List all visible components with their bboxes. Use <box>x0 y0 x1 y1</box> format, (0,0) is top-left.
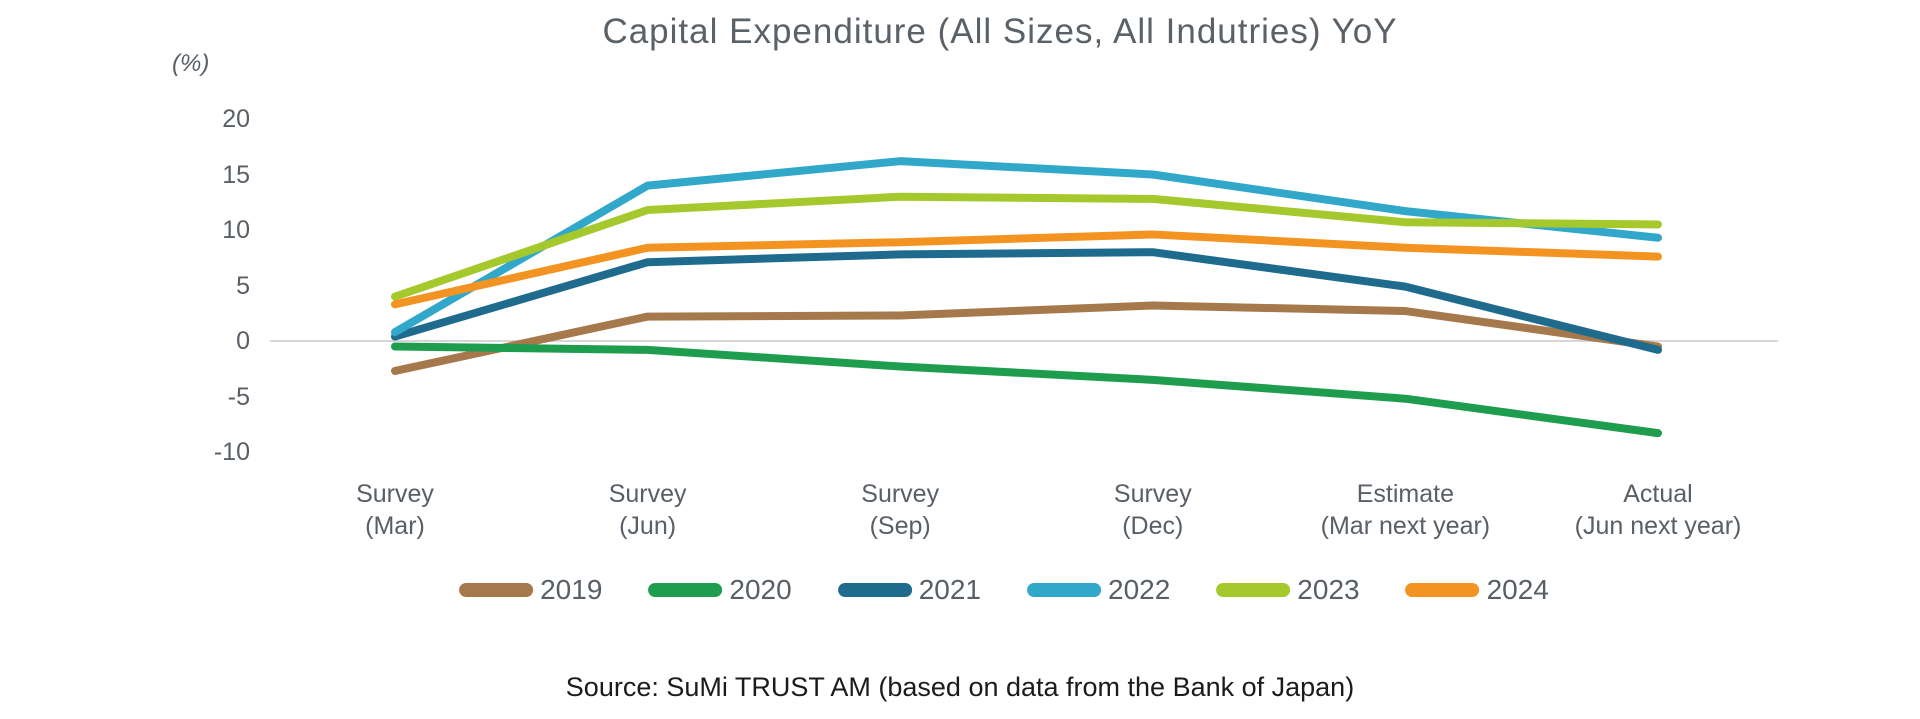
y-axis-tick: 15 <box>222 160 250 189</box>
legend-item-2020: 2020 <box>648 574 792 606</box>
x-axis-label: Survey (Jun) <box>608 480 687 540</box>
legend-swatch-2022 <box>1027 583 1101 597</box>
legend-swatch-2021 <box>837 583 912 597</box>
legend-item-2019: 2019 <box>459 574 602 606</box>
legend: 2019 2020 2021 2022 2023 2024 <box>459 574 1549 606</box>
legend-label: 2022 <box>1108 574 1171 605</box>
y-axis-tick: -10 <box>213 438 250 466</box>
y-axis-tick: -5 <box>227 382 250 411</box>
series-line-2022 <box>391 157 1662 337</box>
source-note: Source: SuMi TRUST AM (based on data fro… <box>565 672 1355 702</box>
series-line-2020 <box>391 342 1662 438</box>
x-axis-label: Survey (Mar) <box>356 480 434 540</box>
y-axis-tick: 0 <box>236 327 250 355</box>
legend-label: 2021 <box>918 574 981 605</box>
y-axis-tick: 10 <box>222 216 250 244</box>
y-axis-tick: 20 <box>222 105 250 133</box>
x-axis-label: Survey (Dec) <box>1113 480 1192 540</box>
x-axis-label: Survey (Sep) <box>861 480 940 540</box>
y-axis-tick: 5 <box>236 271 250 300</box>
series-line-2021 <box>391 248 1662 354</box>
legend-label: 2023 <box>1297 574 1360 605</box>
legend-swatch-2024 <box>1405 583 1480 597</box>
legend-item-2022: 2022 <box>1027 574 1170 606</box>
legend-swatch-2019 <box>459 583 534 597</box>
legend-label: 2019 <box>540 574 603 605</box>
legend-item-2024: 2024 <box>1405 574 1549 606</box>
y-axis-unit-label: (%) <box>172 50 210 77</box>
legend-label: 2020 <box>729 574 792 605</box>
legend-label: 2024 <box>1486 574 1549 605</box>
chart-title: Capital Expenditure (All Sizes, All Indu… <box>602 12 1398 51</box>
legend-swatch-2023 <box>1216 583 1291 597</box>
legend-item-2021: 2021 <box>837 574 981 606</box>
series-line-2023 <box>391 192 1662 301</box>
x-axis-label: Actual (Jun next year) <box>1574 480 1742 540</box>
legend-item-2023: 2023 <box>1216 574 1360 606</box>
series-line-2024 <box>391 230 1662 309</box>
x-axis-label: Estimate (Mar next year) <box>1320 480 1491 540</box>
series-line-2019 <box>391 301 1662 375</box>
legend-swatch-2020 <box>648 583 723 597</box>
